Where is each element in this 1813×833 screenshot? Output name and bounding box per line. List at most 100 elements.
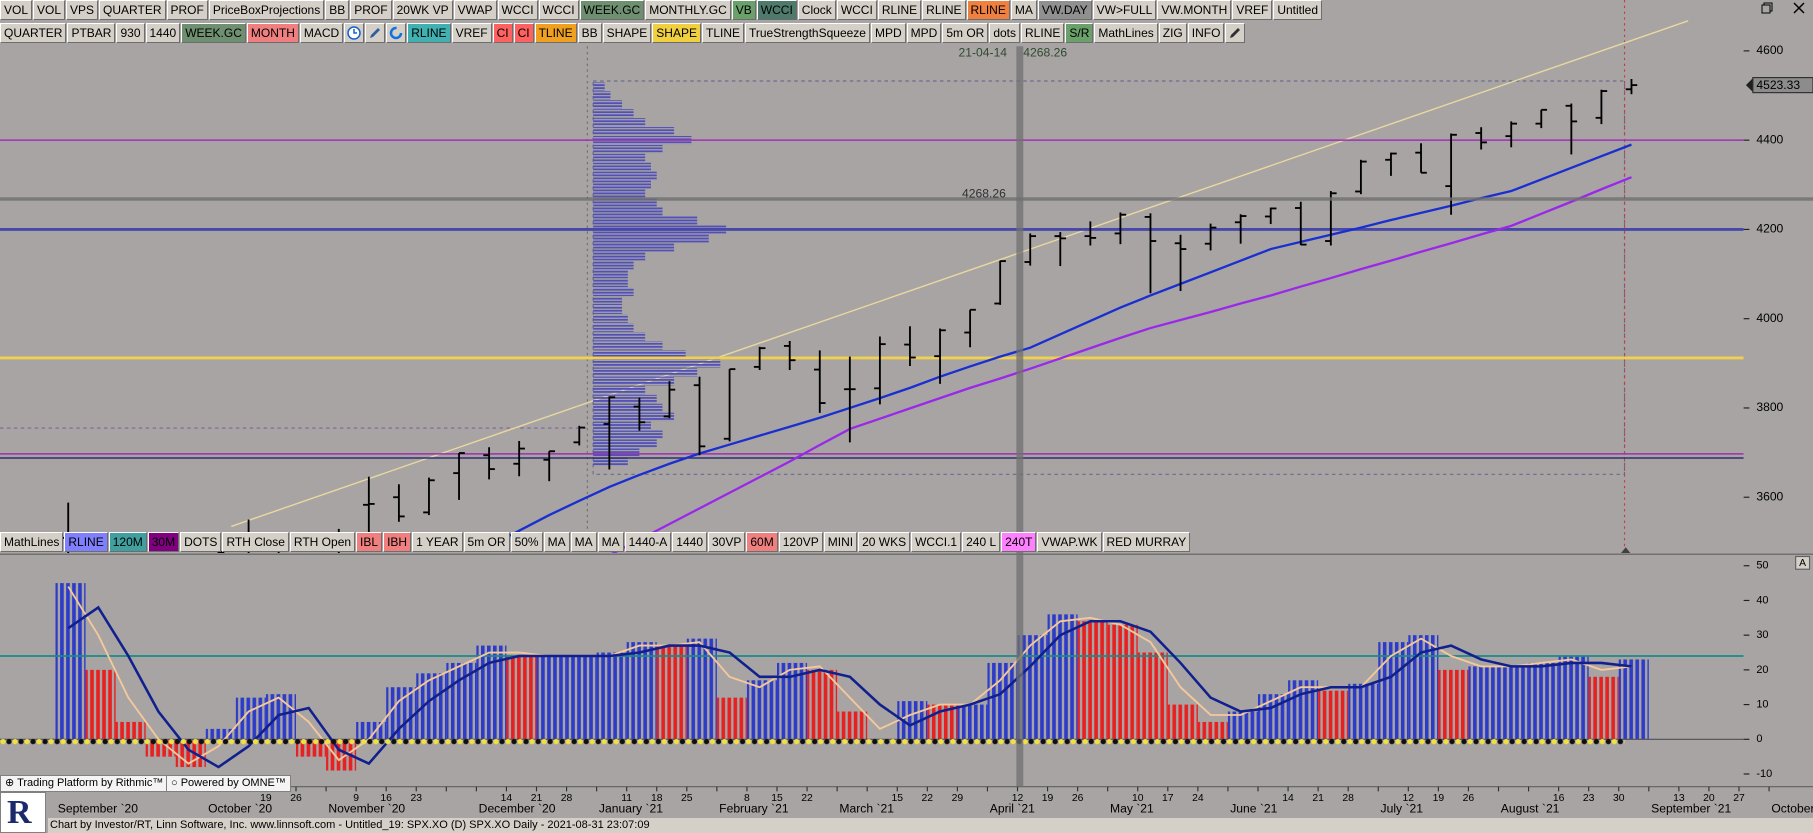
toolbar-button[interactable]: TLINE <box>534 23 577 43</box>
toolbar-button[interactable]: QUARTER <box>0 23 67 43</box>
close-button[interactable] <box>1793 2 1805 14</box>
toolbar-button[interactable]: VB <box>731 0 756 20</box>
toolbar-button[interactable]: RLINE <box>64 532 108 552</box>
toolbar-button[interactable]: RLINE <box>877 0 922 20</box>
toolbar-button[interactable]: BB <box>577 23 602 43</box>
y-tick-label: 3600 <box>1756 489 1783 503</box>
toolbar-button[interactable]: 50% <box>510 532 543 552</box>
moving-average <box>611 176 1632 554</box>
toolbar-button[interactable]: 20 WKS <box>858 532 911 552</box>
toolbar-button[interactable]: MPD <box>906 23 942 43</box>
draw-button[interactable] <box>1225 23 1246 43</box>
toolbar-button[interactable]: RLINE <box>407 23 451 43</box>
toolbar-button[interactable]: 930 <box>116 23 145 43</box>
refresh-button[interactable] <box>386 23 407 43</box>
toolbar-button[interactable]: PROF <box>350 0 392 20</box>
toolbar-button[interactable]: WEEK.GC <box>579 0 645 20</box>
toolbar-button[interactable]: Untitled <box>1273 0 1323 20</box>
toolbar-button[interactable]: 240 L <box>962 532 1001 552</box>
toolbar-button[interactable]: IBH <box>383 532 412 552</box>
toolbar-button[interactable]: VOL <box>0 0 33 20</box>
toolbar-button[interactable]: 30M <box>147 532 180 552</box>
toolbar-button[interactable]: MA <box>1010 0 1037 20</box>
toolbar-button[interactable]: Clock <box>797 0 836 20</box>
toolbar-button[interactable]: DOTS <box>180 532 222 552</box>
clock-button[interactable] <box>344 23 365 43</box>
toolbar-button[interactable]: INFO <box>1187 23 1225 43</box>
toolbar-button[interactable]: VW>FULL <box>1092 0 1157 20</box>
toolbar-button[interactable]: MathLines <box>0 532 64 552</box>
toolbar-button[interactable]: WCCI.1 <box>911 532 962 552</box>
x-tick-label: 26 <box>1072 793 1084 804</box>
toolbar-button[interactable]: WCCI <box>497 0 538 20</box>
toolbar-button[interactable]: MA <box>570 532 597 552</box>
toolbar-button[interactable]: 120VP <box>778 532 823 552</box>
restore-button[interactable] <box>1761 2 1773 14</box>
toolbar-button[interactable]: VREF <box>1232 0 1273 20</box>
histogram-bar <box>536 655 567 740</box>
toolbar-button[interactable]: QUARTER <box>99 0 166 20</box>
toolbar-button[interactable]: 1440-A <box>624 532 672 552</box>
toolbar-button[interactable]: 1440 <box>672 532 707 552</box>
toolbar-button[interactable]: VWAP <box>453 0 497 20</box>
toolbar-button[interactable]: 5m OR <box>463 532 510 552</box>
toolbar-button[interactable]: S/R <box>1065 23 1094 43</box>
toolbar-button[interactable]: WEEK.GC <box>181 23 246 43</box>
toolbar-button[interactable]: VW.DAY <box>1037 0 1092 20</box>
toolbar-button[interactable]: TLINE <box>701 23 744 43</box>
toolbar-button[interactable]: IBL <box>356 532 383 552</box>
toolbar-button[interactable]: MACD <box>299 23 344 43</box>
toolbar-button[interactable]: TrueStrengthSqueeze <box>745 23 870 43</box>
toolbar-button[interactable]: MPD <box>870 23 906 43</box>
toolbar-button[interactable]: RLINE <box>922 0 966 20</box>
pencil-button[interactable] <box>365 23 386 43</box>
toolbar-button[interactable]: 30VP <box>708 532 746 552</box>
moving-average <box>488 143 1632 548</box>
toolbar-button[interactable]: PROF <box>166 0 208 20</box>
x-tick-label: 15 <box>771 793 783 804</box>
toolbar-button[interactable]: 240T <box>1001 532 1037 552</box>
toolbar-button[interactable]: RLINE <box>1021 23 1065 43</box>
toolbar-button[interactable]: BB <box>325 0 350 20</box>
toolbar-button[interactable]: SHAPE <box>602 23 652 43</box>
volume-profile-bar <box>593 430 663 439</box>
toolbar-button[interactable]: VREF <box>451 23 492 43</box>
toolbar-button[interactable]: dots <box>989 23 1021 43</box>
toolbar-button[interactable]: 1440 <box>145 23 181 43</box>
toolbar-button[interactable]: MONTH <box>246 23 299 43</box>
toolbar-button[interactable]: 5m OR <box>942 23 989 43</box>
toolbar-button[interactable]: WCCI <box>538 0 579 20</box>
toolbar-button[interactable]: WCCI <box>756 0 797 20</box>
toolbar-button[interactable]: RTH Open <box>289 532 356 552</box>
toolbar-button[interactable]: CI <box>513 23 534 43</box>
toolbar-button[interactable]: VW.MONTH <box>1157 0 1232 20</box>
toolbar-button[interactable]: 20WK VP <box>392 0 453 20</box>
toolbar-button[interactable]: RTH Close <box>222 532 289 552</box>
ohlc-bar <box>153 622 165 672</box>
volume-profile-bar <box>593 359 721 368</box>
toolbar-button[interactable]: RLINE <box>966 0 1010 20</box>
toolbar-button[interactable]: VOL <box>33 0 66 20</box>
toolbar-button[interactable]: CI <box>492 23 513 43</box>
toolbar-button[interactable]: MA <box>543 532 570 552</box>
toolbar-top: VOL VOL VPS QUARTER PROF PriceBoxProjections B… <box>0 0 1323 20</box>
toolbar-button[interactable]: MathLines <box>1094 23 1158 43</box>
toolbar-button[interactable]: 1 YEAR <box>412 532 463 552</box>
toolbar-button[interactable]: PTBAR <box>67 23 116 43</box>
toolbar-button[interactable]: RED MURRAY <box>1102 532 1191 552</box>
toolbar-button[interactable]: VPS <box>66 0 99 20</box>
toolbar-button[interactable]: VWAP.WK <box>1037 532 1102 552</box>
toolbar-button[interactable]: WCCI <box>836 0 877 20</box>
toolbar-button[interactable]: MA <box>597 532 624 552</box>
ohlc-bar <box>303 568 315 661</box>
toolbar-button[interactable]: MINI <box>823 532 858 552</box>
toolbar-button[interactable]: PriceBoxProjections <box>208 0 325 20</box>
toolbar-button[interactable]: SHAPE <box>652 23 701 43</box>
toolbar-button[interactable]: 60M <box>746 532 778 552</box>
toolbar-button[interactable]: MONTHLY.GC <box>645 0 731 20</box>
volume-profile-bar <box>593 287 634 297</box>
ohlc-bar <box>723 368 736 442</box>
toolbar-button[interactable]: ZIG <box>1158 23 1187 43</box>
toolbar-button[interactable]: 120M <box>108 532 147 552</box>
